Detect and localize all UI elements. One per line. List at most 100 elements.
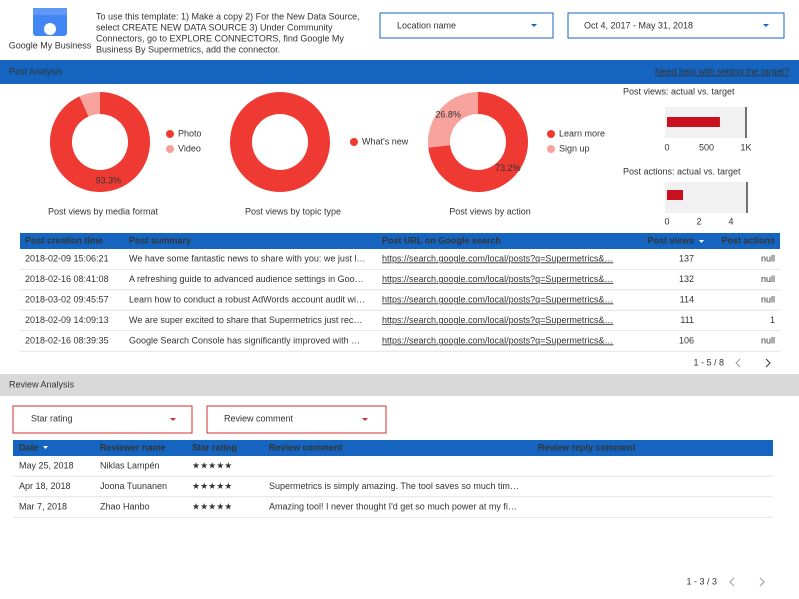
cell[interactable]: https://search.google.com/local/posts?q=… xyxy=(382,294,613,304)
cell: ★★★★★ xyxy=(192,460,232,470)
cell: We have some fantastic news to share wit… xyxy=(129,253,365,263)
legend-swatch xyxy=(166,130,174,138)
x-tick-label: 500 xyxy=(699,142,714,152)
slice-label: 93.3% xyxy=(96,175,122,185)
column-header[interactable]: Reviewer name xyxy=(100,442,166,452)
cell: We are super excited to share that Super… xyxy=(129,315,362,325)
cell: ★★★★★ xyxy=(192,501,232,511)
chart-title: Post views: actual vs. target xyxy=(623,86,735,96)
cell: Learn how to conduct a robust AdWords ac… xyxy=(129,294,365,304)
legend-label: Photo xyxy=(178,128,202,138)
legend-label: Video xyxy=(178,143,201,153)
cell: May 25, 2018 xyxy=(19,460,74,470)
cell: 2018-02-16 08:39:35 xyxy=(25,335,109,345)
sort-icon[interactable] xyxy=(699,240,704,243)
cell: null xyxy=(761,274,775,284)
legend-label: Learn more xyxy=(559,128,605,138)
section-title: Review Analysis xyxy=(9,379,75,389)
cell: null xyxy=(761,253,775,263)
location-filter[interactable]: Location name xyxy=(397,20,456,30)
section-title: Post Analysis xyxy=(9,66,63,76)
column-header[interactable]: Review comment xyxy=(269,442,343,452)
dropdown-arrow xyxy=(170,418,176,421)
donut-slice xyxy=(229,92,330,192)
cell[interactable]: https://search.google.com/local/posts?q=… xyxy=(382,253,613,263)
prev-page[interactable] xyxy=(729,577,735,587)
pagination: 1 - 3 / 3 xyxy=(686,576,717,586)
next-page[interactable] xyxy=(765,358,771,368)
cell: Amazing tool! I never thought I'd get so… xyxy=(269,501,517,511)
prev-page[interactable] xyxy=(735,358,741,368)
instructions: To use this template: 1) Make a copy 2) … xyxy=(96,11,360,21)
column-header[interactable]: Star rating xyxy=(192,442,237,452)
section-bar xyxy=(0,60,799,84)
cell: Joona Tuunanen xyxy=(100,481,167,491)
chart-title: Post views by media format xyxy=(48,206,159,216)
date-range[interactable]: Oct 4, 2017 - May 31, 2018 xyxy=(584,20,693,30)
instructions: Connectors, go to EXPLORE CONNECTORS, fi… xyxy=(96,33,344,43)
next-page[interactable] xyxy=(759,577,765,587)
column-header[interactable]: Review reply comment xyxy=(538,442,636,452)
help-link[interactable]: Need help with setting the target? xyxy=(655,66,789,76)
section-bar xyxy=(0,374,799,396)
table-header-bg xyxy=(20,233,780,249)
bullet-bar xyxy=(667,117,720,127)
location-dropdown[interactable] xyxy=(379,12,554,39)
cell: 2018-02-09 15:06:21 xyxy=(25,253,109,263)
cell: A refreshing guide to advanced audience … xyxy=(129,274,364,284)
cell: 132 xyxy=(679,274,694,284)
cell: 2018-03-02 09:45:57 xyxy=(25,294,109,304)
column-header[interactable]: Post creation time xyxy=(25,235,103,245)
cell: Niklas Lampén xyxy=(100,460,160,470)
cell: 137 xyxy=(679,253,694,263)
star-filter[interactable]: Star rating xyxy=(31,413,73,423)
date-dropdown[interactable] xyxy=(567,12,785,39)
chart-title: Post actions: actual vs. target xyxy=(623,166,741,176)
legend-swatch xyxy=(350,138,358,146)
cell: 1 xyxy=(770,315,775,325)
legend-swatch xyxy=(547,130,555,138)
chart-title: Post views by action xyxy=(449,206,531,216)
cell: null xyxy=(761,335,775,345)
cell: 111 xyxy=(680,315,694,325)
column-header[interactable]: Post views xyxy=(647,235,694,245)
cell[interactable]: https://search.google.com/local/posts?q=… xyxy=(382,315,613,325)
cell: 106 xyxy=(679,335,694,345)
cell: ★★★★★ xyxy=(192,481,232,491)
column-header[interactable]: Post actions xyxy=(721,235,775,245)
legend-label: Sign up xyxy=(559,143,590,153)
x-tick-label: 0 xyxy=(664,142,669,152)
column-header[interactable]: Date xyxy=(19,442,39,452)
donut-slice xyxy=(427,92,478,148)
cell: 2018-02-09 14:09:13 xyxy=(25,315,109,325)
x-tick-label: 4 xyxy=(728,216,733,226)
instructions: select CREATE NEW DATA SOURCE 3) Under C… xyxy=(96,22,333,32)
dropdown-arrow xyxy=(362,418,368,421)
cell: Apr 18, 2018 xyxy=(19,481,71,491)
comment-dropdown[interactable] xyxy=(206,405,387,434)
x-tick-label: 0 xyxy=(664,216,669,226)
legend-swatch xyxy=(166,145,174,153)
cell[interactable]: https://search.google.com/local/posts?q=… xyxy=(382,274,613,284)
cell: Zhao Hanbo xyxy=(100,501,150,511)
table-header-bg xyxy=(13,440,773,456)
star-dropdown[interactable] xyxy=(12,405,193,434)
cell[interactable]: https://search.google.com/local/posts?q=… xyxy=(382,335,613,345)
comment-filter[interactable]: Review comment xyxy=(224,413,294,423)
pagination: 1 - 5 / 8 xyxy=(693,357,724,367)
cell: 2018-02-16 08:41:08 xyxy=(25,274,109,284)
logo-text: Google My Business xyxy=(9,40,92,50)
legend-swatch xyxy=(547,145,555,153)
donut-slice xyxy=(49,92,150,192)
column-header[interactable]: Post URL on Google search xyxy=(382,235,501,245)
x-tick-label: 1K xyxy=(740,142,751,152)
dropdown-arrow xyxy=(531,24,537,27)
logo xyxy=(33,8,67,36)
sort-icon[interactable] xyxy=(43,446,48,449)
column-header[interactable]: Post summary xyxy=(129,235,191,245)
cell: Mar 7, 2018 xyxy=(19,501,67,511)
x-tick-label: 2 xyxy=(696,216,701,226)
instructions: Business By Supermetrics, add the connec… xyxy=(96,44,280,54)
